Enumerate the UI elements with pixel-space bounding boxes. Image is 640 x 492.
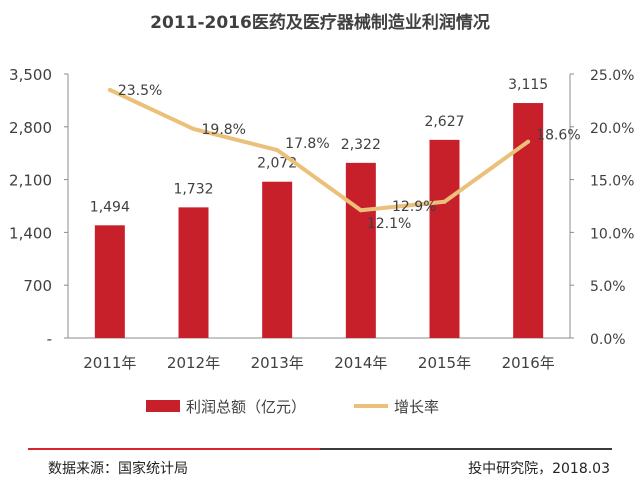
growth-point	[358, 208, 363, 213]
bar-value-label: 1,494	[90, 199, 130, 215]
chart-title: 2011-2016医药及医疗器械制造业利润情况	[150, 13, 490, 33]
bar-value-label: 3,115	[508, 77, 548, 93]
growth-point	[275, 148, 280, 153]
growth-value-label: 12.1%	[367, 216, 411, 232]
growth-value-label: 18.6%	[536, 128, 580, 144]
bar-value-label: 2,627	[424, 114, 464, 130]
growth-line	[108, 88, 530, 213]
growth-point	[107, 87, 112, 92]
right-axis-tick-label: 20.0%	[590, 121, 634, 137]
bar-value-label: 2,322	[341, 137, 381, 153]
footer-divider-dark	[320, 448, 612, 450]
growth-value-label: 19.8%	[202, 122, 246, 138]
left-axis-tick-label: 2,100	[9, 172, 52, 190]
x-axis-tick-label: 2012年	[167, 354, 220, 372]
footer-source: 数据来源：国家统计局	[48, 461, 188, 477]
bar	[429, 139, 460, 338]
bar	[262, 181, 293, 338]
legend-swatch-bars	[146, 400, 180, 412]
left-axis-tick-label: 1,400	[9, 224, 52, 242]
growth-value-label: 12.9%	[392, 199, 436, 215]
left-axis-tick-label: 2,800	[9, 119, 52, 137]
right-axis-tick-label: 10.0%	[590, 226, 634, 242]
right-axis-tick-label: 5.0%	[590, 279, 626, 295]
right-axis-tick-label: 25.0%	[590, 68, 634, 84]
right-axis-tick-label: 15.0%	[590, 174, 634, 190]
growth-value-label: 17.8%	[285, 136, 329, 152]
bar	[178, 207, 209, 338]
growth-point	[191, 126, 196, 131]
growth-point	[526, 139, 531, 144]
chart-svg: - 700 1,400 2,100 2,800 3,500 0.0% 5.0% 10.0% 15.…	[9, 66, 634, 416]
bar	[345, 162, 376, 338]
footer-credit: 投中研究院，2018.03	[468, 461, 610, 477]
legend-label-line: 增长率	[394, 398, 439, 416]
bar	[94, 225, 125, 338]
x-axis-tick-label: 2011年	[83, 354, 136, 372]
bar-value-label: 2,072	[257, 156, 297, 172]
footer-divider-red	[28, 448, 320, 450]
growth-value-label: 23.5%	[118, 83, 162, 99]
left-axis-tick-label: 700	[23, 277, 52, 295]
growth-point	[442, 199, 447, 204]
x-axis-tick-label: 2013年	[251, 354, 304, 372]
bar-value-label: 1,732	[173, 181, 213, 197]
left-axis-tick-label: -	[47, 330, 52, 348]
left-axis-tick-label: 3,500	[9, 66, 52, 84]
x-axis-tick-label: 2015年	[418, 354, 471, 372]
right-axis-tick-label: 0.0%	[590, 332, 626, 348]
x-axis-tick-label: 2014年	[334, 354, 387, 372]
x-axis-tick-label: 2016年	[502, 354, 555, 372]
legend-label-bars: 利润总额（亿元）	[186, 398, 306, 416]
